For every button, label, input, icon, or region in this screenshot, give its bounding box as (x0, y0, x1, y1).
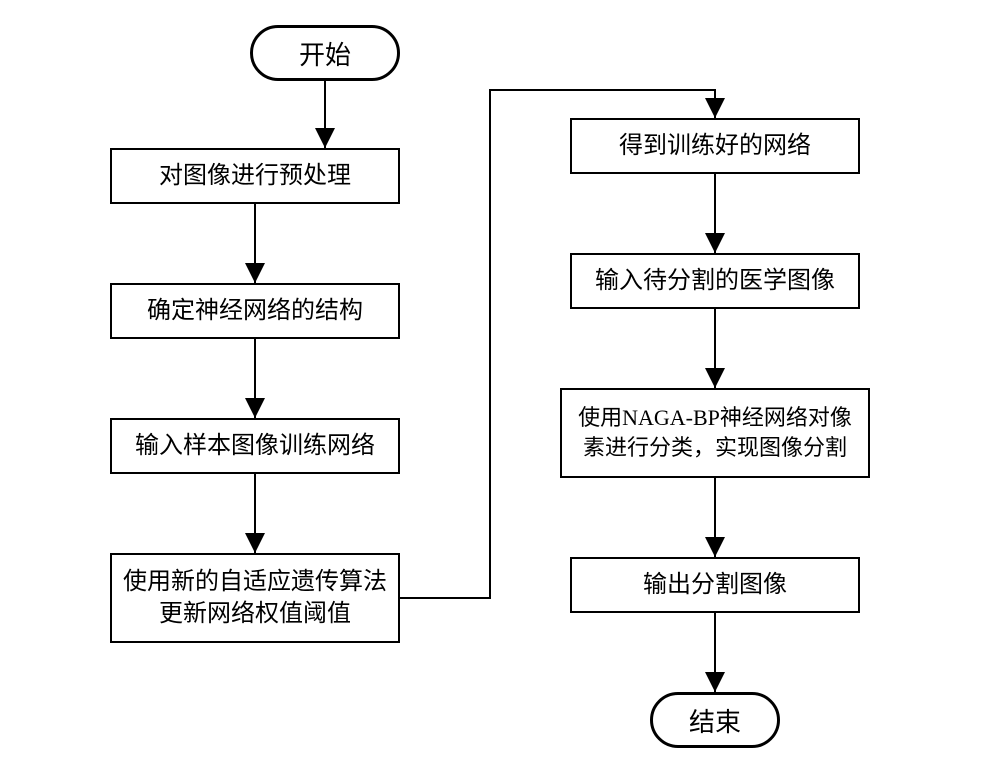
node-n4: 使用新的自适应遗传算法更新网络权值阈值 (110, 553, 400, 643)
flowchart-canvas: 开始对图像进行预处理确定神经网络的结构输入样本图像训练网络使用新的自适应遗传算法… (0, 0, 1000, 784)
node-n6: 输入待分割的医学图像 (570, 253, 860, 309)
node-start: 开始 (250, 25, 400, 81)
node-n5: 得到训练好的网络 (570, 118, 860, 174)
node-n2: 确定神经网络的结构 (110, 283, 400, 339)
node-n3: 输入样本图像训练网络 (110, 418, 400, 474)
node-n1: 对图像进行预处理 (110, 148, 400, 204)
node-n7: 使用NAGA-BP神经网络对像素进行分类，实现图像分割 (560, 388, 870, 478)
node-n8: 输出分割图像 (570, 557, 860, 613)
node-end: 结束 (650, 692, 780, 748)
